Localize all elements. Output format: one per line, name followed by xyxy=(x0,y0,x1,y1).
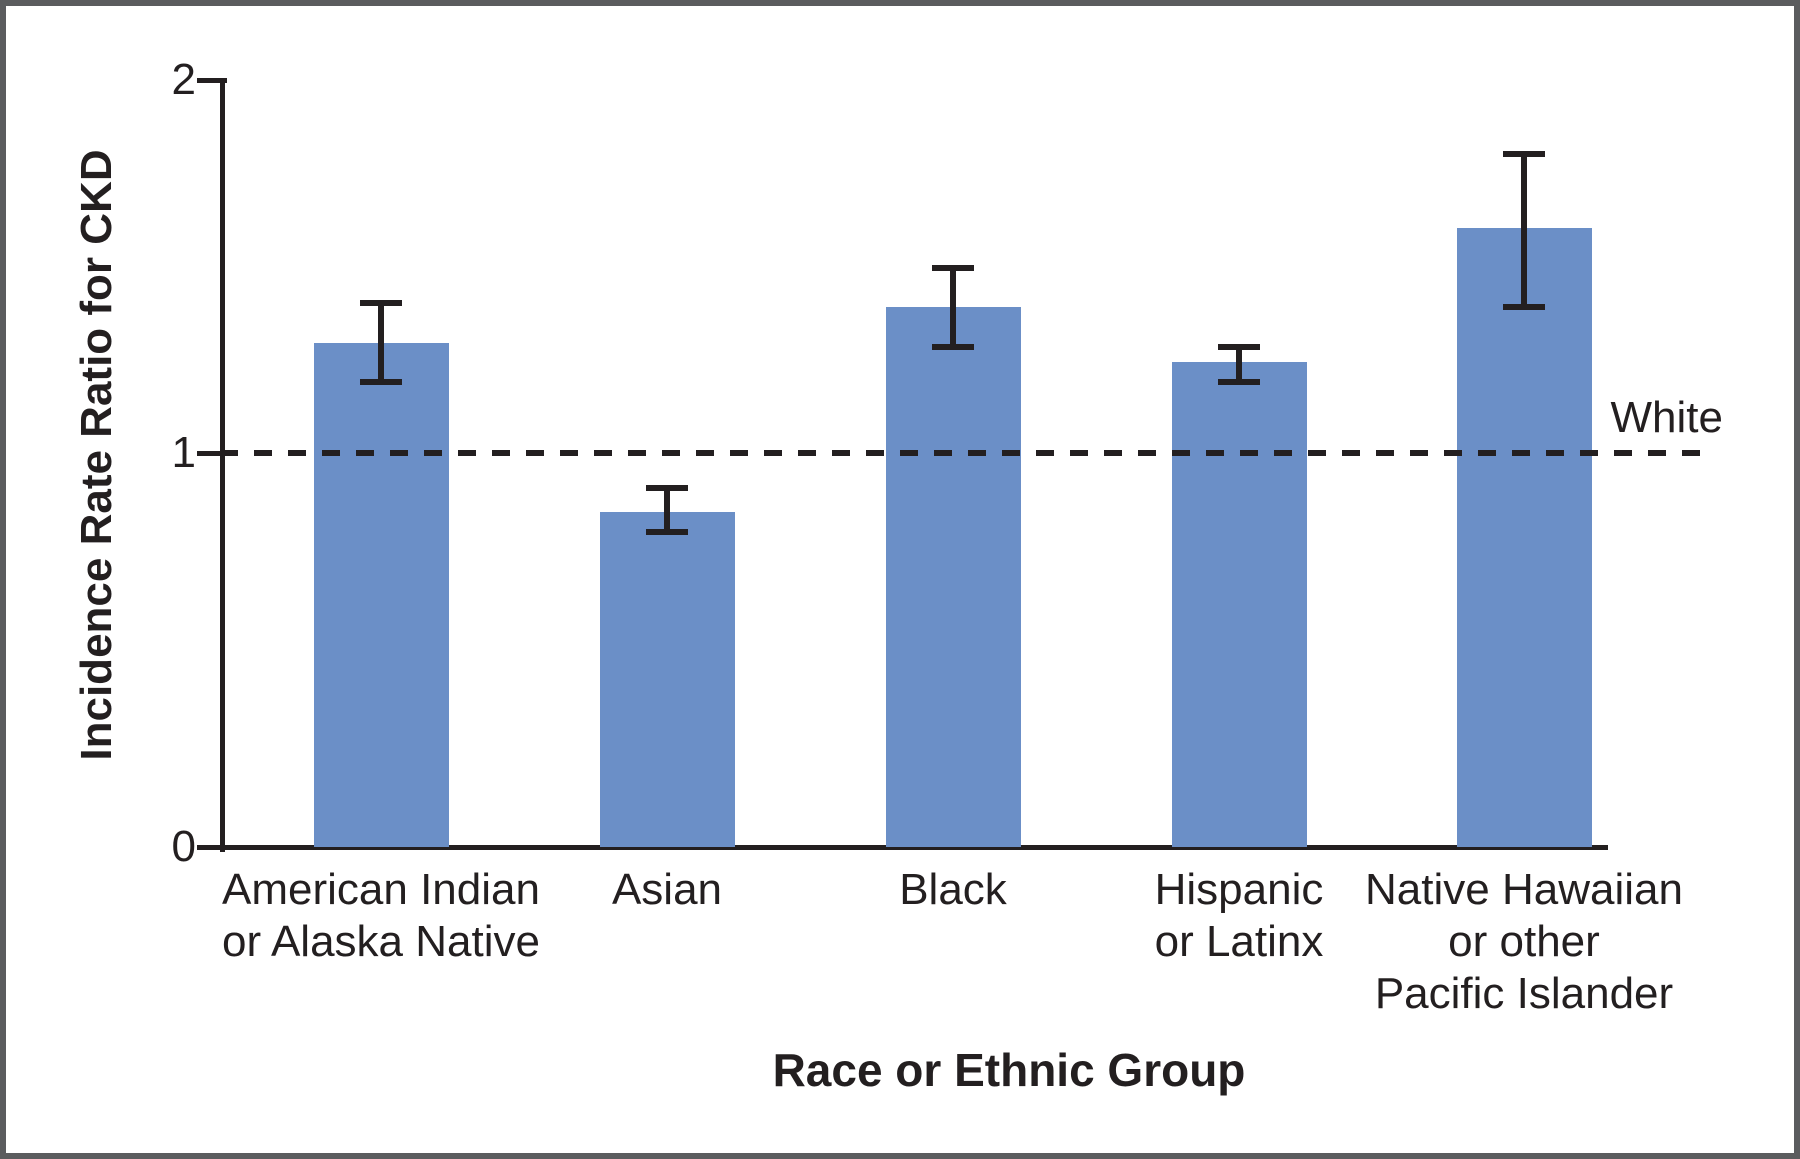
category-label-1: Asian xyxy=(437,864,897,916)
y-tick-label-0: 0 xyxy=(171,822,196,871)
error-cap-top-2 xyxy=(932,264,974,271)
category-label-line: or Latinx xyxy=(1154,917,1324,966)
x-axis-line xyxy=(197,845,1608,850)
error-bar-0 xyxy=(378,303,384,383)
y-tick-label-1: 1 xyxy=(171,428,196,477)
error-bar-3 xyxy=(1236,346,1242,383)
error-cap-bottom-0 xyxy=(360,379,402,386)
x-axis-title: Race or Ethnic Group xyxy=(772,1044,1246,1096)
bar-2 xyxy=(885,307,1021,847)
bar-0 xyxy=(313,342,449,847)
error-cap-top-3 xyxy=(1218,343,1260,350)
error-cap-top-4 xyxy=(1503,150,1545,157)
category-label-line: or Alaska Native xyxy=(222,917,540,966)
reference-line-white xyxy=(220,450,1715,456)
category-label-line: Native Hawaiian xyxy=(1365,865,1683,914)
category-label-line: Black xyxy=(899,865,1007,914)
category-label-line: Hispanic xyxy=(1154,865,1324,914)
category-label-line: Asian xyxy=(611,865,723,914)
bar-4 xyxy=(1456,228,1592,847)
error-cap-bottom-2 xyxy=(932,343,974,350)
error-cap-top-1 xyxy=(646,485,688,492)
error-cap-top-0 xyxy=(360,300,402,307)
y-tick-label-2: 2 xyxy=(171,55,196,104)
category-label-3: Hispanic or Latinx xyxy=(1009,864,1469,968)
error-cap-bottom-1 xyxy=(646,528,688,535)
y-axis-line xyxy=(220,78,225,852)
category-label-0: American Indian or Alaska Native xyxy=(151,864,611,968)
category-label-line: or other xyxy=(1448,917,1600,966)
error-cap-bottom-4 xyxy=(1503,304,1545,311)
reference-line-label: White xyxy=(1610,393,1723,442)
category-label-2: Black xyxy=(723,864,1183,916)
error-cap-bottom-3 xyxy=(1218,379,1260,386)
bar-3 xyxy=(1171,362,1307,847)
y-tick-1 xyxy=(197,451,237,456)
bar-1 xyxy=(599,512,735,847)
y-tick-2 xyxy=(197,78,227,83)
category-label-4: Native Hawaiian or other Pacific Islander xyxy=(1294,864,1754,1020)
y-tick-0 xyxy=(197,845,227,850)
category-label-line: Pacific Islander xyxy=(1374,969,1674,1018)
error-bar-4 xyxy=(1521,153,1527,308)
error-bar-2 xyxy=(950,267,956,347)
error-bar-1 xyxy=(664,488,670,532)
category-label-line: American Indian xyxy=(222,865,540,914)
